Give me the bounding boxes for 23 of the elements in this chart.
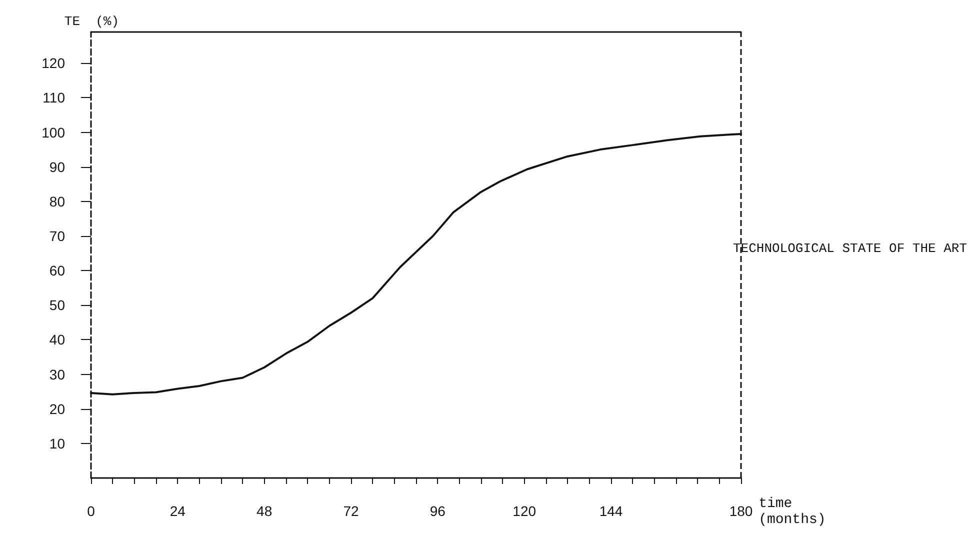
- ref-line-label: TECHNOLOGICAL STATE OF THE ART: [733, 241, 968, 256]
- y-tick-label: 80: [49, 193, 66, 210]
- x-tick-label: 144: [599, 503, 623, 519]
- y-tick-label: 90: [49, 158, 66, 175]
- y-tick-label: 110: [42, 90, 66, 106]
- y-tick-label: 20: [49, 400, 66, 417]
- x-tick-label: 0: [87, 503, 96, 519]
- x-tick-label: 24: [170, 503, 186, 519]
- x-tick-label: 72: [343, 503, 359, 519]
- x-axis-title: time (months): [758, 496, 826, 528]
- x-tick-label: 180: [729, 503, 753, 519]
- y-tick-label: 120: [42, 55, 66, 72]
- x-tick-label: 96: [430, 503, 446, 519]
- y-axis-title: TE (%): [64, 14, 119, 29]
- x-tick-label: 48: [256, 503, 272, 519]
- y-tick-label: 60: [49, 262, 66, 279]
- y-tick-label: 70: [49, 228, 66, 244]
- y-tick-label: 40: [49, 332, 66, 348]
- y-tick-label: 50: [49, 297, 66, 314]
- y-tick-label: 30: [49, 366, 66, 382]
- x-tick-label: 120: [512, 503, 536, 519]
- y-tick-label: 100: [42, 124, 66, 140]
- y-tick-label: 10: [49, 435, 66, 452]
